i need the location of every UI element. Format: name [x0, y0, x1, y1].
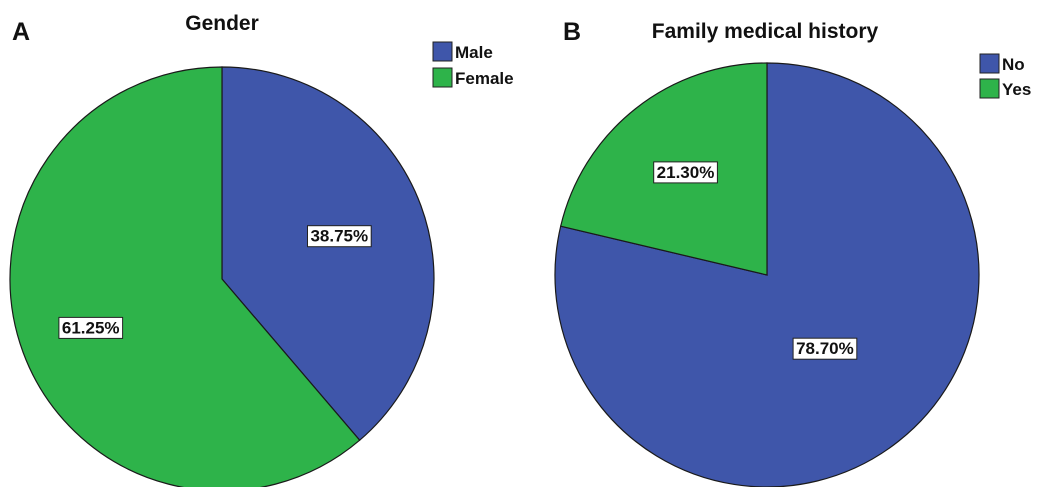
pie-gender: [9, 66, 435, 487]
chart-title-gender: Gender: [185, 12, 259, 35]
legend-label-yes: Yes: [1002, 80, 1031, 99]
panel-letter-a: A: [12, 18, 30, 46]
panel-letter-b: B: [563, 18, 581, 46]
slice-label-male: 38.75%: [307, 225, 372, 248]
legend-label-female: Female: [455, 69, 514, 88]
slice-label-box-yes: [653, 161, 718, 184]
pie-gender-labels: 38.75% 61.25%: [58, 225, 372, 339]
legend-swatch-male: [432, 41, 453, 62]
legend-gender: Male Female: [432, 41, 514, 88]
legend-label-no: No: [1002, 55, 1025, 74]
legend-label-male: Male: [455, 43, 493, 62]
chart-panel-b: B Family medical history 78.70% 21.30% No…: [554, 18, 1031, 487]
chart-title-family-history: Family medical history: [652, 20, 879, 43]
pie-family-history: [554, 62, 980, 487]
pie-family-history-labels: 78.70% 21.30%: [653, 161, 858, 360]
slice-label-text-male: 38.75%: [310, 227, 368, 246]
pie-slice-male: [221, 66, 435, 442]
slice-label-box-female: [58, 316, 124, 339]
slice-label-text-female: 61.25%: [62, 318, 120, 337]
legend-swatch-yes: [979, 78, 1000, 99]
slice-label-female: 61.25%: [58, 316, 124, 339]
slice-label-text-no: 78.70%: [796, 339, 854, 358]
slice-label-box-male: [307, 225, 372, 248]
chart-panel-a: A Gender 38.75% 61.25% Male Female: [9, 12, 514, 487]
pie-slice-female: [9, 66, 361, 487]
legend-swatch-female: [432, 67, 453, 88]
legend-swatch-no: [979, 53, 1000, 74]
slice-label-yes: 21.30%: [653, 161, 718, 184]
slice-label-no: 78.70%: [792, 337, 858, 360]
slice-label-box-no: [792, 337, 858, 360]
legend-family-history: No Yes: [979, 53, 1031, 99]
slice-label-text-yes: 21.30%: [657, 163, 715, 182]
pie-slice-no: [554, 62, 980, 487]
